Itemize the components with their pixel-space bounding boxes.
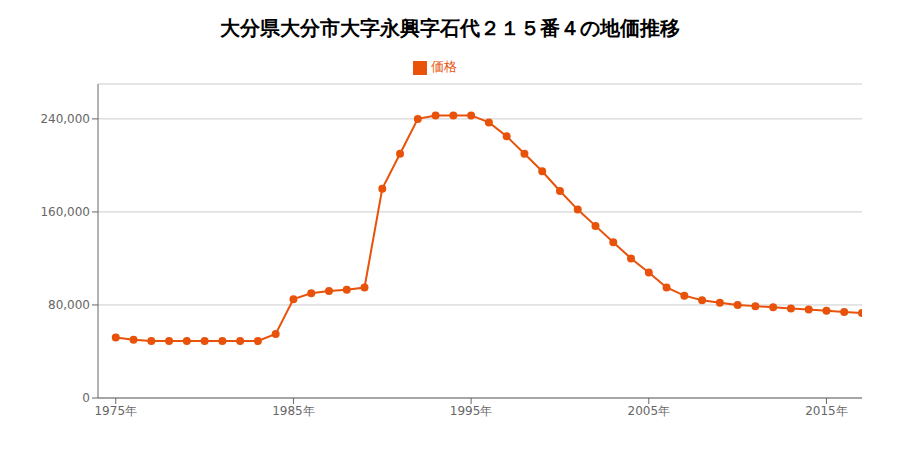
- svg-text:240,000: 240,000: [40, 112, 90, 126]
- svg-text:1985年: 1985年: [272, 404, 315, 418]
- svg-text:1975年: 1975年: [94, 404, 137, 418]
- html-text:大分県大分市大字永興字石代２１５番４の地価推移: 大分県大分市大字永興字石代２１５番４の地価推移: [220, 16, 680, 40]
- svg-text:2015年: 2015年: [805, 404, 848, 418]
- svg-text:0: 0: [82, 391, 90, 405]
- svg-text:160,000: 160,000: [40, 205, 90, 219]
- svg-text:80,000: 80,000: [48, 298, 90, 312]
- svg-text:2005年: 2005年: [628, 404, 671, 418]
- html-text:価格: 価格: [431, 59, 457, 74]
- svg-text:1995年: 1995年: [450, 404, 493, 418]
